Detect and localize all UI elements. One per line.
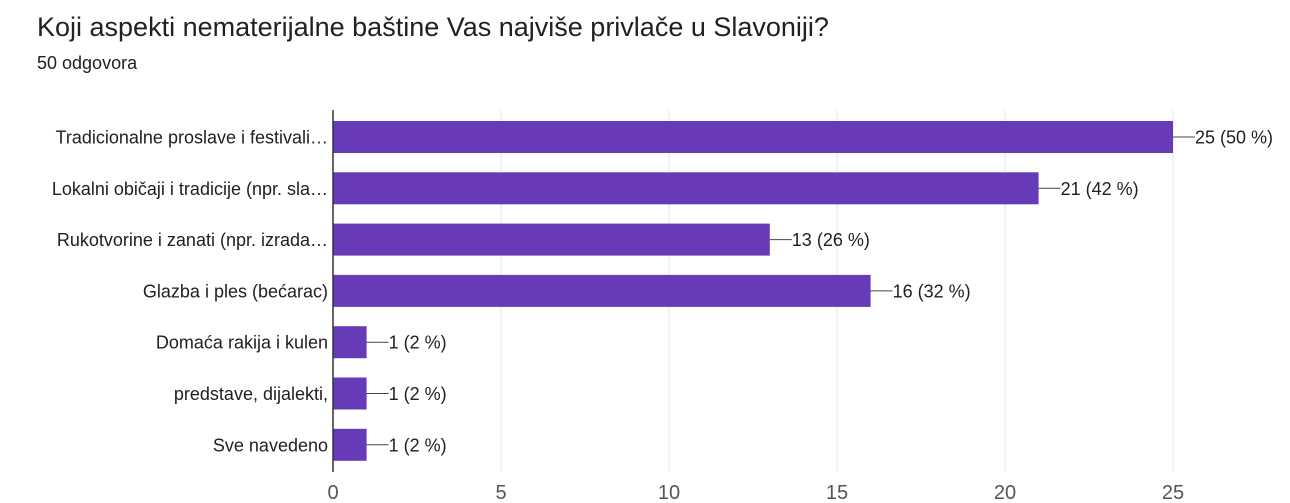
category-label: Domaća rakija i kulen [156, 333, 328, 353]
x-tick-label: 15 [826, 482, 848, 503]
x-tick-label: 25 [1162, 482, 1184, 503]
data-label: 1 (2 %) [389, 435, 447, 455]
category-label: Sve navedeno [213, 435, 328, 455]
data-label: 21 (42 %) [1061, 179, 1139, 199]
response-count: 50 odgovora [37, 53, 138, 73]
bar[interactable] [333, 121, 1173, 153]
chart-title: Koji aspekti nematerijalne baštine Vas n… [37, 12, 829, 42]
data-label: 1 (2 %) [389, 384, 447, 404]
bar[interactable] [333, 274, 871, 307]
bar[interactable] [333, 223, 770, 256]
bar[interactable] [333, 326, 367, 359]
bar[interactable] [333, 377, 367, 410]
category-label: Tradicionalne proslave i festivali… [56, 128, 328, 148]
data-labels: 25 (50 %) 21 (42 %) 13 (26 %) 16 (32 %) 1 (2… [366, 128, 1273, 455]
category-label: Glazba i ples (bećarac) [143, 281, 328, 301]
x-tick-label: 0 [327, 482, 338, 503]
bar[interactable] [333, 172, 1039, 205]
category-label: predstave, dijalekti, [174, 384, 328, 404]
data-label: 25 (50 %) [1195, 128, 1273, 148]
bar[interactable] [333, 428, 367, 461]
x-tick-label: 20 [994, 482, 1016, 503]
tick-labels: 0 5 10 15 20 25 [327, 482, 1184, 503]
x-tick-label: 5 [495, 482, 506, 503]
category-label: Rukotvorine i zanati (npr. izrada… [57, 230, 328, 250]
data-label: 13 (26 %) [792, 230, 870, 250]
category-labels: Tradicionalne proslave i festivali… Lokal… [52, 128, 328, 456]
x-tick-label: 10 [658, 482, 680, 503]
bars [333, 121, 1173, 461]
data-label: 1 (2 %) [389, 333, 447, 353]
data-label: 16 (32 %) [893, 281, 971, 301]
category-label: Lokalni običaji i tradicije (npr. sla… [52, 179, 328, 199]
